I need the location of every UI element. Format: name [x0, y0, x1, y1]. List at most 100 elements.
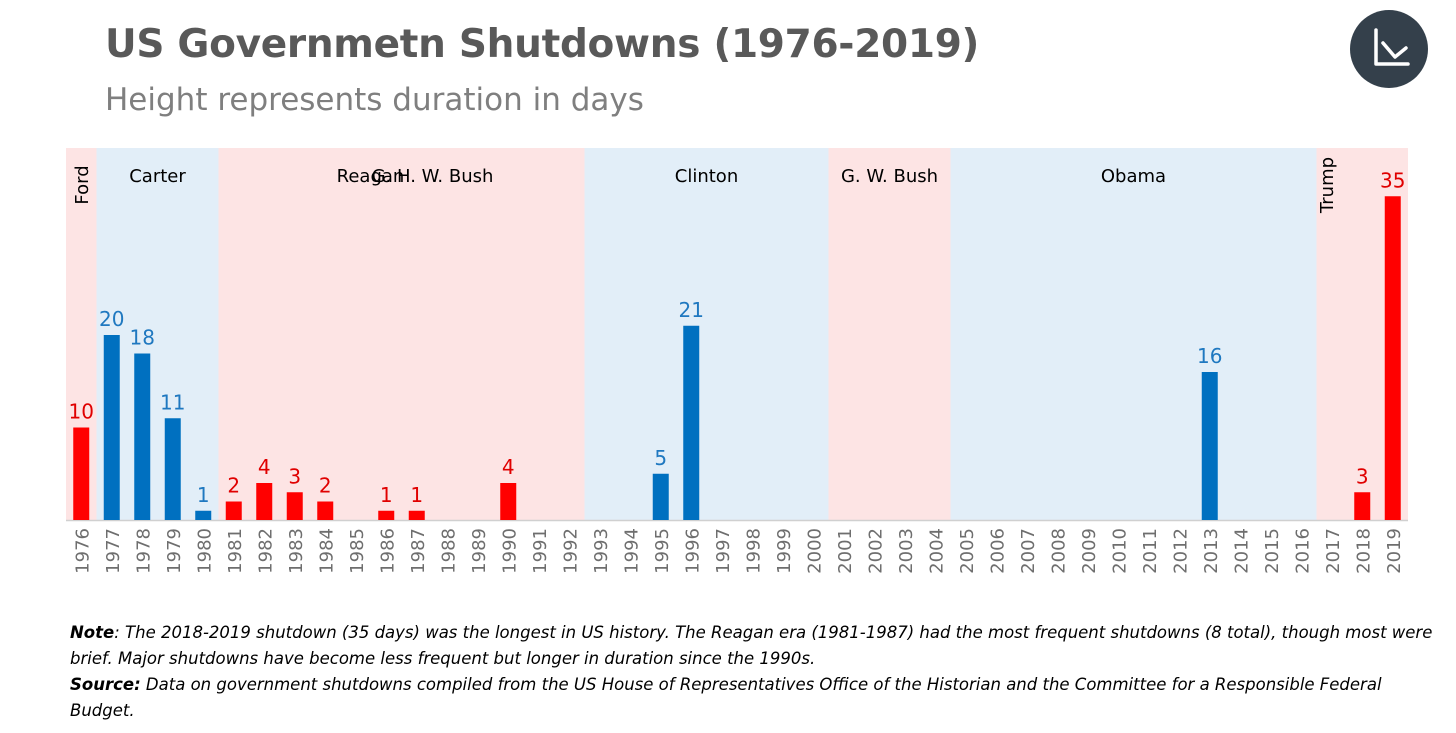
data-label: 10: [69, 400, 94, 424]
data-label: 18: [130, 326, 155, 350]
data-label: 2: [227, 474, 240, 498]
x-tick-label: 2000: [804, 528, 825, 574]
bar: [1201, 372, 1218, 520]
data-label: 21: [679, 298, 704, 322]
bar: [317, 501, 334, 520]
x-tick-label: 2009: [1079, 528, 1100, 574]
presidency-label: G. H. W. Bush: [372, 166, 494, 187]
x-tick-label: 1991: [530, 528, 551, 574]
bar: [134, 353, 151, 520]
data-label: 1: [410, 483, 423, 507]
source-text: Data on government shutdowns compiled fr…: [70, 675, 1382, 720]
bar: [256, 483, 273, 520]
bar: [195, 510, 212, 520]
x-tick-label: 1997: [713, 528, 734, 574]
data-label: 4: [258, 455, 271, 479]
data-label: 3: [288, 464, 301, 488]
note-paragraph: Note: The 2018-2019 shutdown (35 days) w…: [70, 620, 1450, 672]
x-tick-label: 2019: [1384, 528, 1405, 574]
x-tick-label: 1984: [316, 528, 337, 574]
x-tick-label: 2013: [1201, 528, 1222, 574]
x-tick-label: 2010: [1109, 528, 1130, 574]
presidency-label: Ford: [72, 165, 93, 204]
bar: [1384, 196, 1401, 520]
data-label: 5: [654, 446, 667, 470]
x-tick-label: 1995: [652, 528, 673, 574]
bar: [683, 325, 700, 520]
x-tick-label: 2014: [1231, 528, 1252, 574]
presidency-band: [950, 148, 1317, 520]
x-tick-label: 2017: [1323, 528, 1344, 574]
x-tick-label: 1994: [621, 528, 642, 574]
bar: [408, 510, 425, 520]
x-tick-label: 1989: [469, 528, 490, 574]
data-label: 3: [1356, 464, 1369, 488]
data-label: 4: [502, 455, 515, 479]
x-tick-label: 1988: [438, 528, 459, 574]
bar: [225, 501, 242, 520]
data-label: 1: [197, 483, 210, 507]
x-tick-label: 1982: [255, 528, 276, 574]
bar: [500, 483, 517, 520]
x-tick-label: 2011: [1140, 528, 1161, 574]
presidency-band: [218, 148, 463, 520]
x-tick-label: 2003: [896, 528, 917, 574]
x-tick-label: 1985: [347, 528, 368, 574]
bar: [103, 335, 120, 520]
notes-section: Note: The 2018-2019 shutdown (35 days) w…: [70, 620, 1450, 724]
x-tick-label: 2006: [987, 528, 1008, 574]
bar: [73, 427, 90, 520]
x-tick-label: 1978: [133, 528, 154, 574]
x-tick-label: 1979: [164, 528, 185, 574]
chart-subtitle: Height represents duration in days: [105, 82, 644, 118]
x-tick-label: 1998: [743, 528, 764, 574]
bar: [378, 510, 395, 520]
bar: [1354, 492, 1371, 520]
presidency-label: Trump: [1317, 157, 1338, 214]
x-tick-label: 1996: [682, 528, 703, 574]
bar: [652, 473, 669, 520]
source-paragraph: Source: Data on government shutdowns com…: [70, 672, 1450, 724]
x-tick-label: 2002: [865, 528, 886, 574]
presidency-band: [584, 148, 829, 520]
chart-title: US Governmetn Shutdowns (1976-2019): [105, 22, 980, 67]
presidency-band: [462, 148, 585, 520]
x-tick-label: 1999: [774, 528, 795, 574]
chart-axis-logo-icon[interactable]: [1350, 10, 1428, 88]
x-tick-label: 2007: [1018, 528, 1039, 574]
x-tick-label: 2015: [1262, 528, 1283, 574]
presidency-band: [828, 148, 951, 520]
x-tick-label: 1980: [194, 528, 215, 574]
x-tick-label: 1976: [72, 528, 93, 574]
data-label: 2: [319, 474, 332, 498]
x-tick-label: 2012: [1170, 528, 1191, 574]
x-tick-label: 1993: [591, 528, 612, 574]
note-text: : The 2018-2019 shutdown (35 days) was t…: [70, 623, 1433, 668]
presidency-label: G. W. Bush: [841, 166, 938, 187]
x-tick-label: 2005: [957, 528, 978, 574]
x-tick-label: 2016: [1292, 528, 1313, 574]
x-tick-label: 2001: [835, 528, 856, 574]
x-tick-label: 1981: [225, 528, 246, 574]
bar: [164, 418, 181, 520]
presidency-label: Carter: [129, 166, 186, 187]
x-tick-label: 2004: [926, 528, 947, 574]
data-label: 20: [99, 307, 124, 331]
presidency-label: Reagan: [337, 166, 405, 187]
x-tick-label: 2018: [1353, 528, 1374, 574]
data-label: 1: [380, 483, 393, 507]
x-tick-label: 1986: [377, 528, 398, 574]
x-tick-label: 1987: [408, 528, 429, 574]
x-tick-label: 2008: [1048, 528, 1069, 574]
data-label: 16: [1197, 344, 1222, 368]
x-tick-label: 1992: [560, 528, 581, 574]
x-tick-label: 1977: [103, 528, 124, 574]
data-label: 35: [1380, 168, 1405, 192]
presidency-label: Obama: [1101, 166, 1166, 187]
data-label: 11: [160, 390, 185, 414]
bar: [286, 492, 303, 520]
source-label: Source:: [70, 675, 141, 694]
x-tick-label: 1990: [499, 528, 520, 574]
x-tick-label: 1983: [286, 528, 307, 574]
